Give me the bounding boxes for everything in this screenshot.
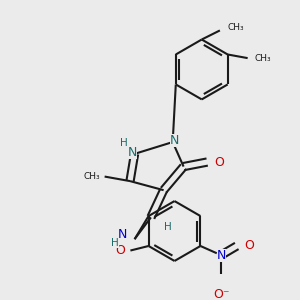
Text: O: O	[214, 155, 224, 169]
Text: N: N	[217, 249, 226, 262]
Text: N: N	[118, 228, 127, 241]
Text: H: H	[164, 222, 171, 232]
Text: O: O	[244, 239, 254, 253]
Text: O⁻: O⁻	[213, 288, 230, 300]
Text: CH₃: CH₃	[83, 172, 100, 181]
Text: H: H	[111, 238, 119, 248]
Text: N: N	[128, 146, 137, 159]
Text: N: N	[170, 134, 179, 147]
Text: CH₃: CH₃	[255, 54, 272, 63]
Text: CH₃: CH₃	[227, 23, 244, 32]
Text: H: H	[120, 138, 128, 148]
Text: O: O	[115, 244, 125, 257]
